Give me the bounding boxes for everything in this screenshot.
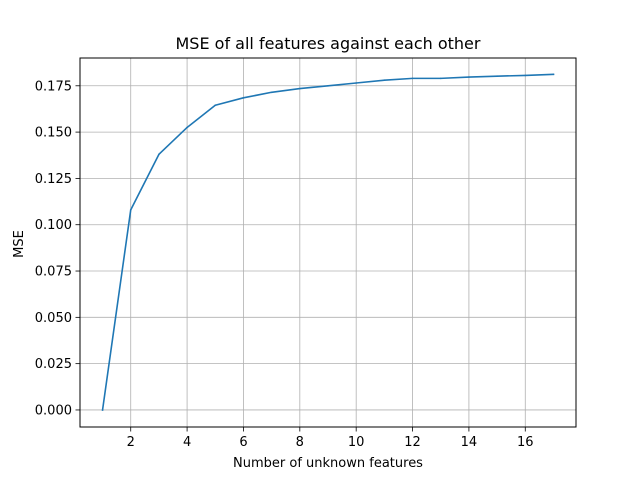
data-point	[439, 77, 442, 80]
y-axis-label: MSE	[12, 230, 27, 258]
data-point	[524, 74, 527, 77]
y-tick-label: 0.150	[35, 126, 72, 141]
data-point	[101, 409, 104, 411]
data-point	[299, 87, 301, 90]
x-tick-label: 10	[348, 435, 365, 450]
plot-frame	[79, 57, 577, 428]
data-point	[129, 209, 132, 211]
y-tick-label: 0.125	[35, 172, 72, 187]
x-tick-label: 8	[296, 435, 304, 450]
x-axis-label: Number of unknown features	[233, 456, 423, 471]
x-tick-label: 2	[127, 435, 135, 450]
data-point	[186, 126, 188, 129]
x-tick-label: 12	[404, 435, 421, 450]
data-point	[383, 79, 386, 82]
data-point	[327, 84, 329, 87]
series-layer	[101, 73, 555, 411]
y-tick-label: 0.050	[35, 311, 72, 326]
y-tick-label: 0.100	[35, 218, 72, 233]
series-line-0	[101, 73, 555, 411]
y-tick-label: 0.025	[35, 357, 72, 372]
data-point	[158, 153, 160, 156]
ticks: 2 4 6 8 10 12 14 16 0.000 0.025 0.050 0.075 0.100 0.1…	[35, 79, 534, 450]
data-point	[496, 75, 498, 77]
x-tick-label: 16	[517, 435, 534, 450]
y-tick-label: 0.175	[35, 79, 72, 94]
data-point	[411, 77, 414, 80]
x-tick-label: 14	[461, 435, 478, 450]
y-tick-label: 0.075	[35, 265, 72, 280]
x-tick-label: 4	[183, 435, 191, 450]
data-point	[355, 82, 357, 84]
x-tick-label: 6	[239, 435, 247, 450]
data-point	[214, 104, 217, 107]
grid	[80, 58, 576, 427]
chart-title: MSE of all features against each other	[176, 34, 481, 53]
data-point	[270, 91, 273, 94]
data-point	[552, 73, 555, 76]
data-point	[242, 97, 245, 99]
data-point	[468, 76, 470, 78]
y-tick-label: 0.000	[35, 403, 72, 418]
